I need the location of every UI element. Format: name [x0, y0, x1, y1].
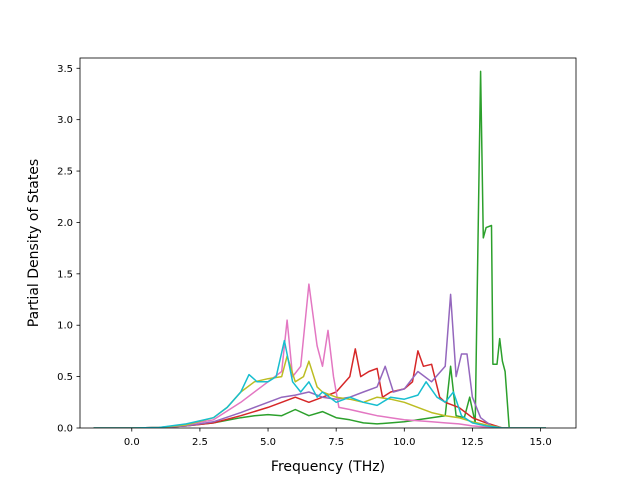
x-tick-label: 15.0: [529, 437, 551, 448]
series-line-3: [93, 293, 546, 428]
y-tick-label: 2.0: [57, 218, 73, 229]
y-tick-label: 3.5: [57, 64, 73, 75]
x-tick-label: 12.5: [461, 437, 483, 448]
x-tick-label: 5.0: [260, 437, 276, 448]
y-tick-label: 0.5: [57, 372, 73, 383]
y-tick-label: 0.0: [57, 424, 73, 435]
x-tick-label: 2.5: [192, 437, 208, 448]
y-axis-label: Partial Density of States: [26, 159, 42, 327]
x-axis-label: Frequency (THz): [271, 459, 385, 475]
series-layer: [93, 70, 546, 428]
plot-frame: [79, 57, 577, 429]
x-tick-label: 10.0: [393, 437, 415, 448]
y-tick-label: 1.0: [57, 321, 73, 332]
series-line-1: [93, 70, 546, 428]
series-line-6: [93, 339, 546, 428]
y-axis-ticks: 0.0 0.5 1.0 1.5 2.0 2.5 3.0 3.5: [57, 64, 80, 435]
plot-area: [80, 58, 576, 428]
series-line-4: [93, 283, 546, 428]
x-axis-ticks: 0.0 2.5 5.0 7.5 10.0 12.5 15.0: [124, 428, 552, 448]
y-tick-label: 3.0: [57, 115, 73, 126]
y-tick-label: 2.5: [57, 167, 73, 178]
y-tick-label: 1.5: [57, 269, 73, 280]
x-tick-label: 0.0: [124, 437, 140, 448]
x-tick-label: 7.5: [328, 437, 344, 448]
